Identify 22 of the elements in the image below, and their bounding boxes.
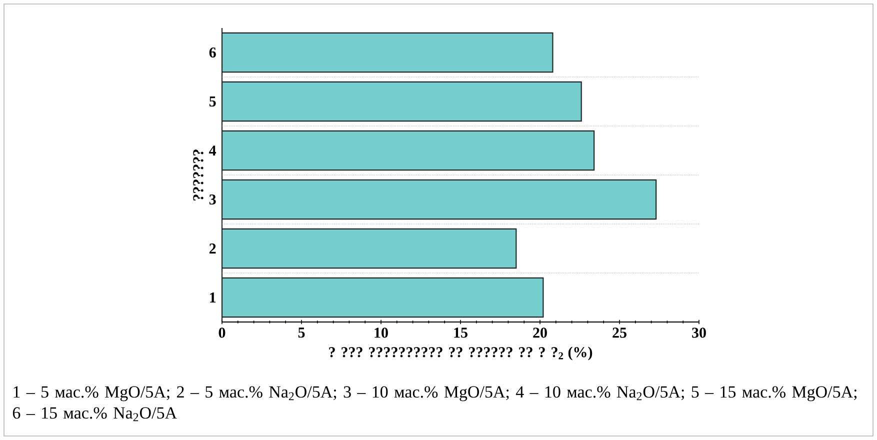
x-tick-label: 20 (533, 328, 547, 338)
x-tick-label: 10 (374, 328, 388, 338)
bar (221, 130, 595, 171)
bar (221, 277, 544, 318)
text: 1 – 5 мас.% MgO/5A; 2 – 5 мас.% Na$_{2}$O/5A; 3 – 10 мас.% MgO/5A; 4 – 10 мас.% Na$_{2}$O/5A; 5 – 15 мас.% MgO/5A; 6 – 15 мас.% Na$_{2}$O/5A (12, 386, 856, 422)
bar (221, 228, 517, 269)
y-tick-label: 6 (209, 47, 216, 58)
bar (221, 32, 554, 73)
bar (221, 81, 582, 122)
bar (221, 179, 657, 220)
x-tick-label: 15 (454, 328, 468, 338)
y-tick-label: 1 (210, 292, 216, 302)
x-tick-label: 25 (612, 328, 626, 338)
x-axis-title: ? ??? ?????????? ?? ?????? ?? ? ?$_{2}$ (%) (329, 346, 592, 360)
x-tick-label: 30 (692, 328, 706, 338)
y-tick-label: 3 (209, 194, 216, 205)
x-tick-label: 5 (298, 328, 305, 338)
y-axis-title: ??????? (193, 150, 204, 200)
y-tick-label: 5 (209, 96, 216, 106)
x-tick-label: 0 (218, 328, 226, 338)
y-tick-label: 4 (209, 146, 216, 156)
y-tick-label: 2 (209, 244, 216, 254)
